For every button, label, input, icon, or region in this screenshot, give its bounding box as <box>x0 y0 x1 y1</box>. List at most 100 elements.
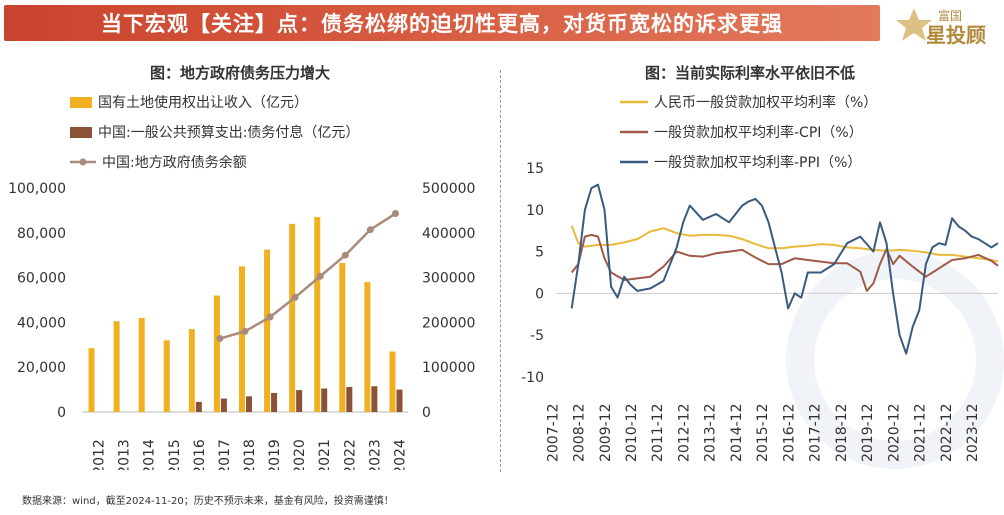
x-tick-label: 2023-12 <box>965 403 981 462</box>
y-left-tick-label: 0 <box>57 405 66 421</box>
x-tick-label: 2024 <box>392 439 408 470</box>
bar-land-revenue <box>163 340 170 412</box>
x-tick-label: 2012-12 <box>676 404 692 463</box>
brand-logo: 富国 星投顾 <box>892 4 1000 48</box>
bar-interest-expense <box>396 389 403 412</box>
local-debt-point <box>316 272 324 280</box>
x-tick-label: 2015-12 <box>755 404 771 463</box>
x-tick-label: 2017 <box>217 439 233 470</box>
legend-swatch <box>70 96 92 108</box>
y-left-tick-label: 100,000 <box>8 181 66 197</box>
bar-interest-expense <box>246 396 252 412</box>
x-tick-label: 2014-12 <box>729 404 745 463</box>
star-logo-icon: 富国 星投顾 <box>896 8 986 47</box>
right-chart: 15 10 5 0 -5 -10 2007-12 2008-12 2009-12 2010-12 2… <box>521 161 1004 469</box>
banner-title: 当下宏观【关注】点：债务松绑的迫切性更高，对货币宽松的诉求更强 <box>101 12 783 36</box>
x-tick-label: 2013 <box>117 439 133 470</box>
x-tick-label: 2018 <box>242 439 258 470</box>
logo-top-text: 富国 <box>938 8 962 23</box>
left-chart-title: 图：地方政府债务压力增大 <box>149 64 330 82</box>
legend-item-rate-minus-cpi: 一般贷款加权平均利率-CPI（%） <box>620 122 863 142</box>
bar-interest-expense <box>296 390 303 412</box>
logo-main-text: 星投顾 <box>926 23 986 47</box>
bar-land-revenue <box>339 263 346 412</box>
x-tick-label: 2010-12 <box>624 404 640 463</box>
x-tick-label: 2011-12 <box>650 404 666 463</box>
local-debt-point <box>291 293 299 301</box>
local-debt-point <box>366 226 374 234</box>
local-debt-line <box>219 212 397 340</box>
bar-land-revenue <box>389 351 396 412</box>
y-tick-label: 15 <box>526 161 544 177</box>
y-right-tick-label: 200000 <box>422 315 475 331</box>
x-tick-label: 2023 <box>367 439 383 470</box>
x-tick-label: 2009-12 <box>598 404 614 463</box>
bar-land-revenue <box>264 249 271 412</box>
watermark <box>786 251 1004 469</box>
local-debt-point <box>341 251 349 259</box>
x-tick-label: 2014 <box>142 439 158 470</box>
x-tick-label: 2021 <box>317 439 333 470</box>
x-tick-label: 2020-12 <box>886 404 902 463</box>
legend-label: 人民币一般贷款加权平均利率（%） <box>654 95 878 111</box>
y-right-tick-label: 300000 <box>422 271 475 287</box>
y-right-tick-label: 400000 <box>422 226 475 242</box>
bar-interest-expense <box>220 398 227 412</box>
legend-label: 一般贷款加权平均利率-CPI（%） <box>654 125 863 141</box>
legend-swatch <box>70 126 92 138</box>
y-right-tick-label: 0 <box>422 405 431 421</box>
y-right-tick-label: 500000 <box>422 181 475 197</box>
legend-label: 一般贷款加权平均利率-PPI（%） <box>654 155 862 171</box>
y-left-tick-label: 60,000 <box>17 271 66 287</box>
y-left-tick-label: 80,000 <box>17 226 66 242</box>
y-right-tick-label: 100000 <box>422 360 475 376</box>
right-chart-title: 图：当前实际利率水平依旧不低 <box>644 64 855 82</box>
legend-item-rate-minus-ppi: 一般贷款加权平均利率-PPI（%） <box>620 152 861 172</box>
bar-land-revenue <box>188 329 195 412</box>
y-tick-label: 0 <box>535 286 544 302</box>
x-tick-label: 2008-12 <box>572 404 588 463</box>
x-tick-label: 2022-12 <box>939 404 955 463</box>
bar-interest-expense <box>321 388 328 412</box>
bar-land-revenue <box>88 348 95 412</box>
bar-land-revenue <box>289 223 296 412</box>
x-tick-label: 2016-12 <box>781 404 797 463</box>
y-tick-label: 10 <box>526 203 544 219</box>
local-debt-point <box>241 327 249 335</box>
bar-interest-expense <box>271 392 278 412</box>
legend-item-local-debt: 中国:地方政府债务余额 <box>70 152 247 172</box>
x-tick-label: 2020 <box>292 439 308 470</box>
x-tick-label: 2019 <box>267 439 283 470</box>
rate-minus-ppi-line <box>570 183 999 355</box>
y-tick-label: 5 <box>535 245 544 261</box>
x-tick-label: 2012 <box>92 439 108 470</box>
x-tick-label: 2018-12 <box>834 404 850 463</box>
x-tick-label: 2022 <box>342 439 358 470</box>
footer-note: 数据来源：wind，截至2024-11-20；历史不预示未来，基金有风险，投资需… <box>22 496 394 507</box>
y-left-tick-label: 40,000 <box>17 315 66 331</box>
legend-label: 中国:一般公共预算支出:债务付息（亿元） <box>98 125 360 141</box>
legend-item-loan-rate: 人民币一般贷款加权平均利率（%） <box>620 92 877 112</box>
left-chart: 100,000 80,000 60,000 40,000 20,000 0 500000 40… <box>8 181 475 470</box>
loan-rate-line <box>570 225 999 263</box>
bar-land-revenue <box>138 317 145 412</box>
x-tick-label: 2007-12 <box>545 404 561 463</box>
x-tick-label: 2013-12 <box>703 404 719 463</box>
x-tick-label: 2016 <box>192 439 208 470</box>
local-debt-point <box>391 210 399 218</box>
rate-minus-cpi-line <box>570 233 999 292</box>
x-tick-label: 2017-12 <box>808 404 824 463</box>
bar-interest-expense <box>195 401 202 412</box>
x-tick-label: 2019-12 <box>860 404 876 463</box>
legend-label: 国有土地使用权出让收入（亿元） <box>98 95 308 111</box>
bar-interest-expense <box>371 386 378 412</box>
divider-line <box>500 70 501 472</box>
bar-land-revenue <box>239 266 245 412</box>
legend-label: 中国:地方政府债务余额 <box>102 155 247 171</box>
bar-land-revenue <box>113 321 120 412</box>
local-debt-point <box>216 335 224 343</box>
y-left-tick-label: 20,000 <box>17 360 66 376</box>
bar-land-revenue <box>364 282 371 412</box>
legend-item-land-revenue: 国有土地使用权出让收入（亿元） <box>70 92 308 112</box>
y-tick-label: -5 <box>530 328 544 344</box>
